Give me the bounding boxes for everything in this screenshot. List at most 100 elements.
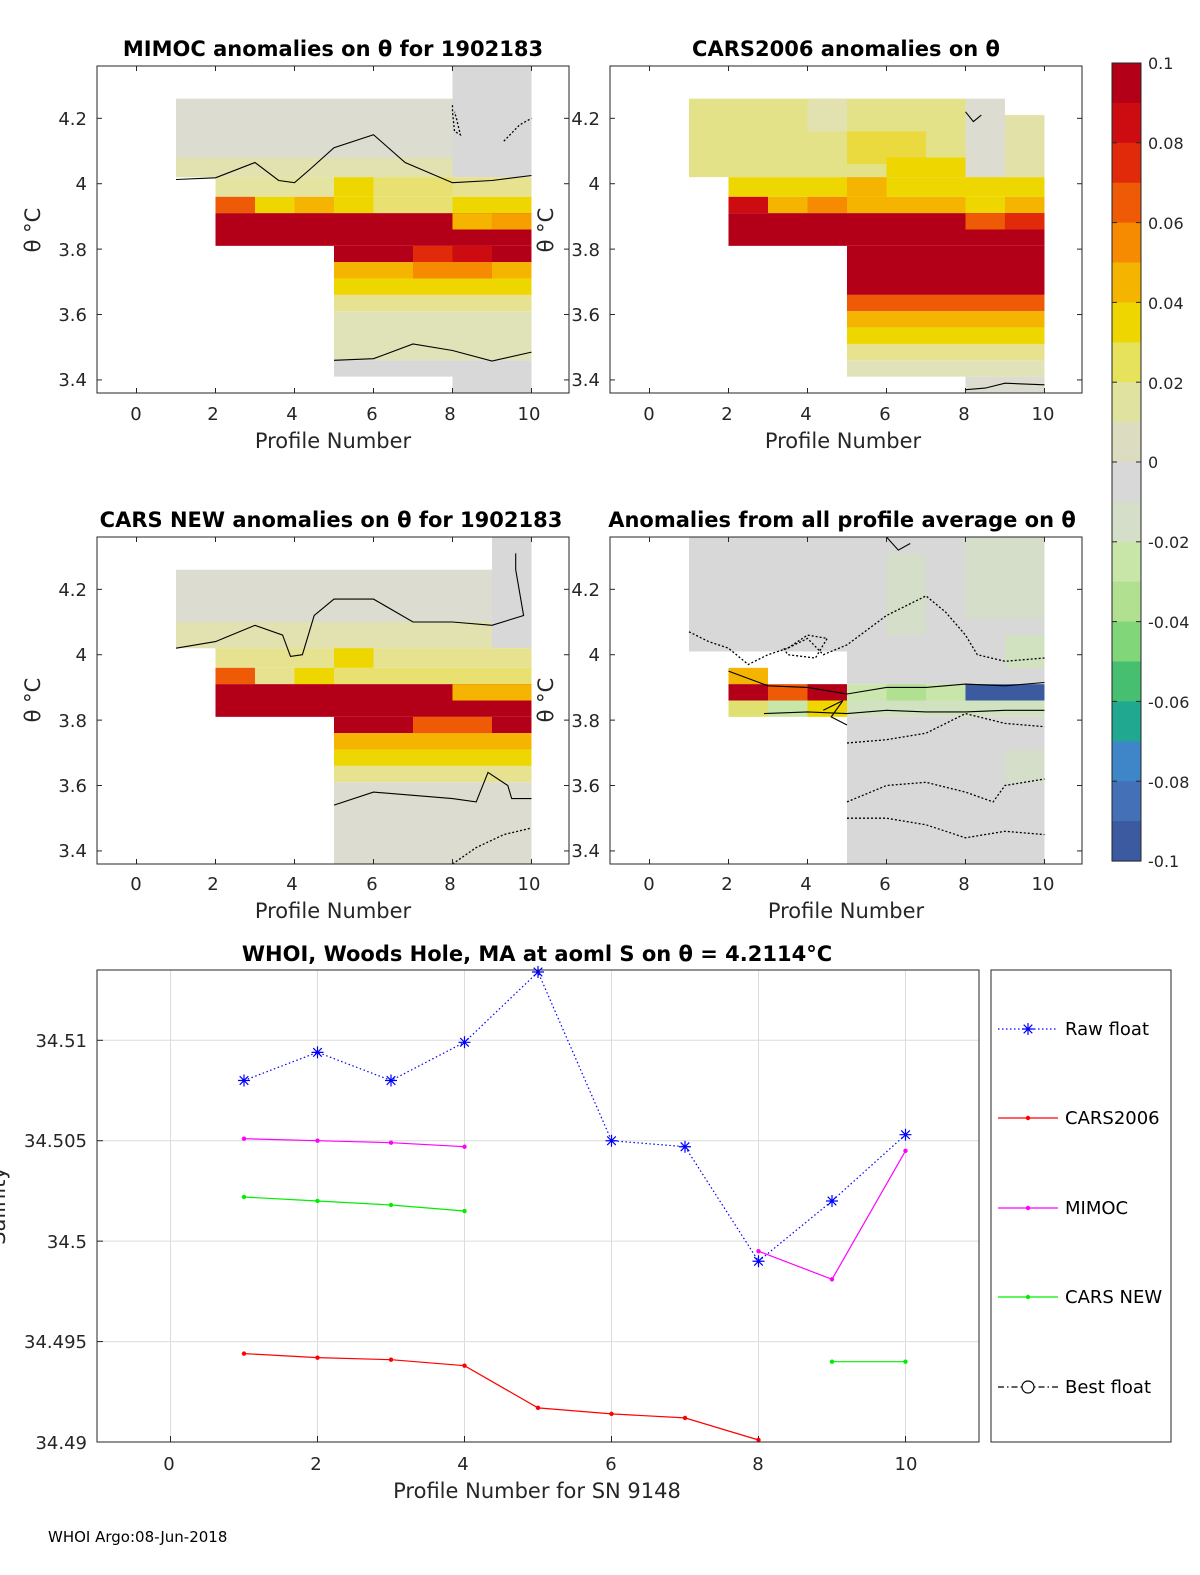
y-axis-label: θ °C bbox=[534, 678, 558, 723]
heatmap-cell bbox=[1004, 635, 1045, 668]
ytick-label: 34.495 bbox=[24, 1332, 87, 1353]
chart-title: WHOI, Woods Hole, MA at aoml S on θ = 4.… bbox=[242, 942, 832, 966]
xtick-label: 2 bbox=[721, 874, 732, 895]
legend-entry: MIMOC bbox=[1065, 1198, 1128, 1219]
footer-note: WHOI Argo:08-Jun-2018 bbox=[48, 1528, 227, 1546]
heatmap-cell bbox=[491, 213, 532, 230]
heatmap-cell bbox=[728, 667, 768, 685]
ytick-label: 3.6 bbox=[571, 305, 600, 326]
heatmap-cell bbox=[175, 622, 492, 649]
heatmap-cell bbox=[886, 157, 966, 178]
contour-line bbox=[175, 134, 532, 184]
colorbar-swatch bbox=[1112, 342, 1141, 383]
heatmap-cell bbox=[333, 311, 532, 361]
contour-line bbox=[333, 771, 532, 806]
xtick-label: 4 bbox=[800, 874, 811, 895]
colorbar-swatch bbox=[1112, 382, 1141, 423]
data-point bbox=[241, 1351, 247, 1356]
heatmap-cell bbox=[452, 245, 492, 263]
heatmap-cell bbox=[333, 294, 532, 312]
colorbar-swatch bbox=[1112, 422, 1141, 463]
x-axis-label: Profile Number bbox=[765, 429, 922, 453]
heatmap-cell bbox=[452, 196, 492, 214]
heatmap-cell bbox=[767, 700, 808, 717]
ytick-label: 3.8 bbox=[571, 711, 600, 732]
colorbar-swatch bbox=[1112, 781, 1141, 822]
contour-line-negative bbox=[451, 105, 462, 136]
contour-line bbox=[333, 343, 532, 362]
colorbar-tick-label: 0 bbox=[1148, 453, 1158, 472]
ytick-label: 3.8 bbox=[58, 240, 87, 261]
panel-avg: Anomalies from all profile average on θ … bbox=[534, 508, 1083, 923]
data-point bbox=[388, 1357, 394, 1362]
xtick-label: 0 bbox=[163, 1454, 174, 1475]
data-point bbox=[315, 1138, 320, 1143]
ytick-label: 4.2 bbox=[571, 109, 600, 130]
heatmap-cell bbox=[412, 716, 492, 734]
heatmap-cell bbox=[333, 648, 374, 668]
plot-frame bbox=[96, 969, 980, 1443]
data-point-star bbox=[1022, 1023, 1034, 1035]
colorbar-swatch bbox=[1112, 581, 1141, 623]
data-point bbox=[462, 1208, 467, 1214]
heatmap-cell bbox=[846, 684, 887, 701]
xtick-label: 4 bbox=[286, 874, 297, 895]
data-point bbox=[315, 1355, 320, 1360]
heatmap-cell bbox=[846, 294, 1045, 312]
ytick-label: 3.6 bbox=[58, 305, 87, 326]
heatmap-cell bbox=[333, 765, 532, 783]
data-point-star bbox=[605, 1134, 618, 1147]
xtick-label: 4 bbox=[457, 1454, 468, 1475]
data-point bbox=[829, 1277, 835, 1282]
colorbar-swatch bbox=[1112, 262, 1141, 303]
legend-marker bbox=[1025, 1115, 1031, 1121]
data-point bbox=[462, 1363, 467, 1368]
panel-title-mimoc: MIMOC anomalies on θ for 1902183 bbox=[123, 37, 543, 61]
ytick-label: 34.505 bbox=[24, 1131, 87, 1152]
heatmap-cell bbox=[491, 537, 532, 649]
colorbar-tick-label: -0.1 bbox=[1148, 852, 1179, 871]
heatmap-cells-cars2006 bbox=[688, 98, 1045, 393]
ytick-label: 3.4 bbox=[58, 841, 87, 862]
contours-carsnew bbox=[175, 553, 532, 864]
heatmap-cells-avg bbox=[688, 537, 1045, 864]
xtick-label: 6 bbox=[879, 404, 890, 425]
heatmap-cell bbox=[373, 196, 453, 214]
y-axis-label: θ °C bbox=[21, 208, 45, 253]
y-axis-label: Salinity bbox=[0, 1167, 10, 1245]
heatmap-cell bbox=[333, 667, 532, 685]
x-axis-label: Profile Number for SN 9148 bbox=[393, 1479, 681, 1503]
heatmap-cell bbox=[1004, 196, 1045, 214]
xtick-label: 0 bbox=[643, 404, 654, 425]
heatmap-cell bbox=[846, 177, 887, 197]
ytick-label: 4 bbox=[76, 174, 87, 195]
heatmap-cell bbox=[1004, 115, 1045, 178]
data-point bbox=[535, 1405, 541, 1411]
heatmap-cell bbox=[333, 733, 532, 750]
heatmap-cell bbox=[412, 245, 453, 263]
legend-marker bbox=[1025, 1294, 1031, 1300]
contour-line-negative bbox=[846, 712, 1045, 744]
colorbar-cells bbox=[1112, 63, 1141, 862]
heatmap-cell bbox=[965, 537, 1045, 619]
ticks-avg bbox=[610, 537, 1082, 864]
heatmap-cell bbox=[846, 245, 1045, 295]
xtick-label: 10 bbox=[895, 1454, 918, 1475]
colorbar-swatch bbox=[1112, 63, 1141, 104]
heatmap-cell bbox=[333, 749, 532, 766]
ytick-label: 3.4 bbox=[58, 370, 87, 391]
contours-avg bbox=[688, 537, 1045, 839]
heatmap-cell bbox=[1004, 213, 1045, 230]
series-line bbox=[243, 1196, 465, 1212]
xtick-label: 2 bbox=[207, 874, 218, 895]
xtick-label: 8 bbox=[752, 1454, 763, 1475]
data-point-star bbox=[458, 1036, 471, 1049]
ytick-label: 3.8 bbox=[571, 240, 600, 261]
heatmap-cell bbox=[728, 700, 768, 717]
panel-cars2006: CARS2006 anomalies on θ 0 2 4 6 8 10 4.2… bbox=[534, 37, 1083, 453]
contour-line-negative bbox=[452, 827, 532, 864]
heatmap-cell bbox=[175, 157, 453, 178]
heatmap-cell bbox=[965, 376, 1045, 393]
panel-title-cars2006: CARS2006 anomalies on θ bbox=[692, 37, 1000, 61]
